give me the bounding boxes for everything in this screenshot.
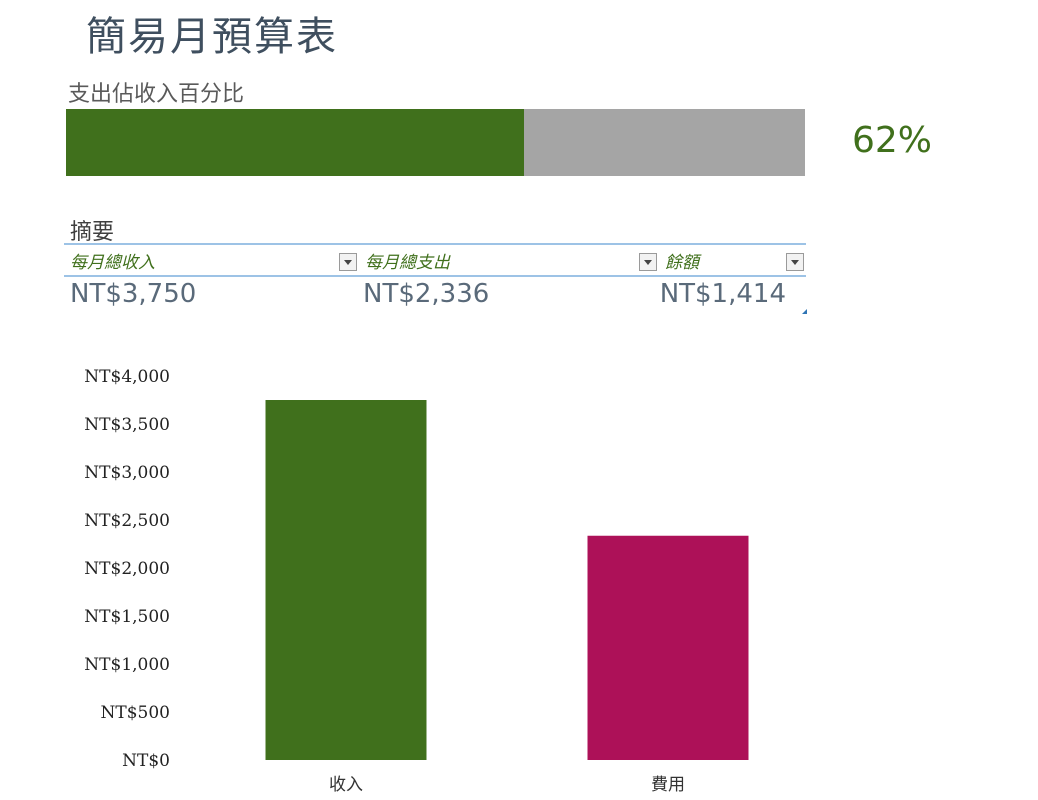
bar-0[interactable] <box>265 400 427 760</box>
x-axis: 收入 費用 <box>329 775 685 795</box>
summary-label: 摘要 <box>70 220 115 245</box>
y-axis: NT$0 NT$500 NT$1,000 NT$1,500 NT$2,000 NT$2,5… <box>84 367 170 771</box>
filter-dropdown-button[interactable] <box>339 253 357 271</box>
x-category-label: 收入 <box>329 775 363 795</box>
y-tick-label: NT$1,000 <box>84 655 170 675</box>
x-category-label: 費用 <box>651 775 685 795</box>
y-tick-label: NT$4,000 <box>84 367 170 387</box>
summary-header-label: 每月總支出 <box>365 252 450 273</box>
total-expense-value[interactable]: NT$2,336 <box>363 279 490 309</box>
filter-dropdown-button[interactable] <box>786 253 804 271</box>
summary-header-total-expense: 每月總支出 <box>359 245 659 275</box>
filter-dropdown-button[interactable] <box>639 253 657 271</box>
summary-header-label: 餘額 <box>665 252 699 273</box>
expense-ratio-label: 支出佔收入百分比 <box>68 82 245 107</box>
y-tick-label: NT$3,500 <box>84 415 170 435</box>
balance-value[interactable]: NT$1,414 <box>659 279 786 309</box>
summary-header-balance: 餘額 <box>659 245 806 275</box>
total-income-value[interactable]: NT$3,750 <box>70 279 197 309</box>
chevron-down-icon <box>344 259 352 265</box>
y-tick-label: NT$0 <box>122 751 170 771</box>
page-title: 簡易月預算表 <box>86 14 338 60</box>
income-expense-chart: NT$0 NT$500 NT$1,000 NT$1,500 NT$2,000 NT$2,5… <box>84 367 749 795</box>
chevron-down-icon <box>791 259 799 265</box>
bar-series <box>265 400 749 760</box>
y-tick-label: NT$500 <box>101 703 170 723</box>
y-tick-label: NT$3,000 <box>84 463 170 483</box>
summary-header-label: 每月總收入 <box>70 252 155 273</box>
summary-values-row: NT$3,750 NT$2,336 NT$1,414 <box>64 277 806 317</box>
y-tick-label: NT$2,500 <box>84 511 170 531</box>
summary-header-total-income: 每月總收入 <box>64 245 359 275</box>
y-tick-label: NT$2,000 <box>84 559 170 579</box>
y-tick-label: NT$1,500 <box>84 607 170 627</box>
expense-ratio-bar-fill <box>66 109 525 176</box>
summary-table: 每月總收入 每月總支出 餘額 NT$3,750 NT$2,336 NT$1,41… <box>64 243 806 317</box>
expense-ratio-bar <box>66 109 805 176</box>
chevron-down-icon <box>644 259 652 265</box>
summary-header-row: 每月總收入 每月總支出 餘額 <box>64 243 806 277</box>
bar-1[interactable] <box>587 535 749 760</box>
expense-ratio-value: 62% <box>852 120 933 161</box>
table-resize-handle[interactable] <box>802 309 807 314</box>
